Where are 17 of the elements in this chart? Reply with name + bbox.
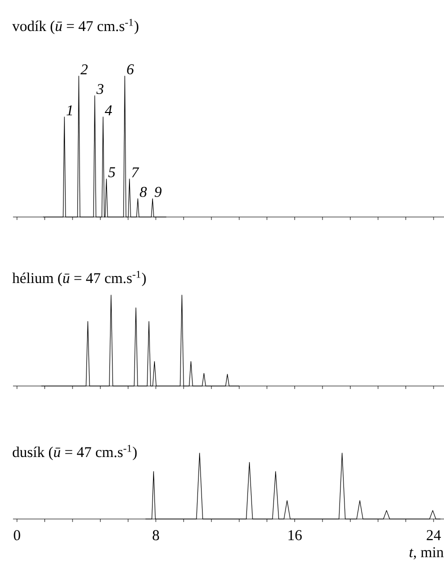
annotation: 5 [108,167,116,178]
x-tick-label: 0 [14,530,20,540]
x-tick-label: 24 [426,530,441,540]
annotation: 2 [80,64,88,74]
annotation: 4 [104,105,112,116]
annotation: 8 [140,186,147,197]
chart-title: vodík (ū = 47 cm.s$^{-1}$) [12,18,138,34]
annotation: 6 [127,64,134,74]
annotation: 9 [154,186,162,197]
chart-title: hélium (ū = 47 cm.s$^{-1}$) [12,270,146,286]
chart-title: dusík (ū = 47 cm.s$^{-1}$) [12,444,137,460]
x-axis-title: t, min [410,547,444,560]
annotation: 3 [96,84,104,94]
annotation: 1 [66,105,72,116]
annotation: 7 [132,167,140,178]
x-tick-label: 8 [152,530,160,540]
x-tick-label: 16 [288,530,302,540]
